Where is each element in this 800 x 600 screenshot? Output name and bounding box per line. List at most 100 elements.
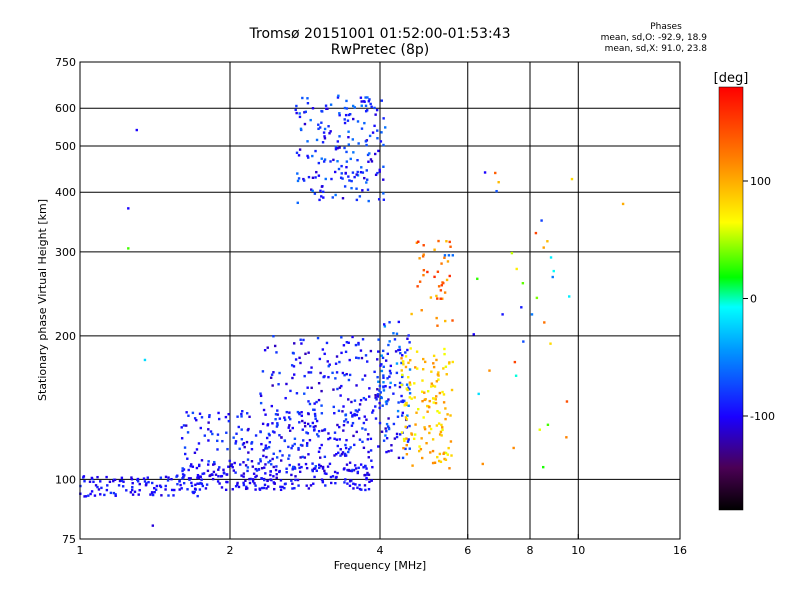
data-point	[443, 256, 446, 259]
data-point	[356, 158, 359, 162]
data-point	[421, 368, 425, 371]
data-point	[429, 427, 433, 431]
data-point	[346, 119, 350, 122]
data-point	[405, 453, 409, 456]
data-point	[212, 463, 215, 466]
data-point	[448, 361, 451, 364]
data-point	[93, 494, 97, 497]
data-point	[408, 381, 412, 384]
data-point	[383, 325, 387, 328]
data-point	[276, 409, 279, 412]
data-point	[346, 482, 349, 485]
data-point	[365, 467, 368, 470]
data-point	[151, 481, 154, 485]
data-point	[254, 488, 257, 491]
data-point	[180, 437, 184, 440]
data-point	[363, 176, 366, 180]
data-point	[216, 433, 220, 436]
data-point	[362, 100, 366, 103]
data-point	[272, 465, 275, 469]
data-point	[333, 437, 336, 440]
data-point	[361, 440, 364, 444]
data-point	[344, 171, 347, 175]
data-point	[366, 360, 369, 363]
data-point	[378, 401, 381, 405]
data-point	[400, 431, 404, 434]
data-point	[160, 494, 163, 497]
data-point	[306, 140, 309, 143]
data-point	[401, 354, 404, 357]
data-point	[433, 248, 436, 251]
data-point	[367, 160, 370, 163]
data-point	[343, 121, 347, 125]
data-point	[90, 490, 94, 493]
data-point	[352, 151, 355, 154]
data-point	[236, 481, 239, 485]
data-point	[305, 466, 309, 470]
data-point	[400, 383, 403, 387]
data-point	[335, 355, 339, 358]
data-point	[195, 466, 199, 470]
data-point	[270, 373, 274, 376]
data-point	[298, 148, 302, 151]
data-point	[433, 461, 437, 464]
data-point	[244, 464, 248, 467]
data-point	[366, 153, 370, 157]
data-point	[417, 240, 420, 243]
data-point	[299, 456, 302, 459]
data-point	[365, 143, 368, 147]
data-point	[297, 448, 300, 451]
data-point	[200, 459, 204, 462]
data-point	[422, 416, 425, 419]
data-point	[279, 485, 282, 489]
data-point	[351, 104, 355, 108]
data-point	[336, 471, 339, 475]
data-point	[193, 417, 197, 420]
data-point	[551, 275, 554, 279]
data-point	[417, 407, 420, 411]
data-point	[201, 472, 204, 476]
data-point	[443, 347, 446, 351]
data-point	[368, 134, 372, 138]
data-point	[121, 485, 125, 488]
data-point	[158, 484, 162, 487]
data-point	[313, 475, 316, 479]
data-point	[418, 445, 421, 448]
data-point	[319, 189, 322, 193]
data-point	[309, 424, 312, 428]
data-point	[217, 468, 220, 471]
data-point	[328, 363, 331, 366]
data-point	[377, 338, 380, 341]
data-point	[216, 480, 220, 483]
data-point	[321, 141, 325, 144]
data-point	[350, 400, 353, 404]
data-point	[369, 102, 372, 106]
x-tick-label: 1	[77, 544, 84, 557]
data-point	[400, 400, 403, 403]
data-point	[435, 380, 439, 383]
data-point	[447, 254, 451, 257]
data-point	[346, 468, 349, 472]
data-point	[272, 487, 276, 491]
data-point	[232, 436, 235, 439]
data-point	[322, 131, 326, 134]
data-point	[274, 418, 277, 421]
data-point	[433, 275, 436, 279]
data-point	[291, 468, 294, 471]
data-point	[208, 414, 211, 417]
data-point	[253, 482, 256, 485]
data-point	[297, 484, 300, 487]
data-point	[362, 396, 366, 400]
data-point	[287, 416, 291, 419]
data-point	[143, 358, 147, 362]
data-point	[237, 485, 241, 489]
data-point	[397, 456, 401, 460]
data-point	[320, 195, 323, 198]
data-point	[307, 156, 310, 159]
data-point	[254, 475, 257, 479]
data-point	[201, 484, 205, 488]
data-point	[175, 475, 178, 478]
data-point	[296, 201, 299, 205]
data-point	[382, 381, 385, 384]
data-point	[436, 297, 439, 300]
